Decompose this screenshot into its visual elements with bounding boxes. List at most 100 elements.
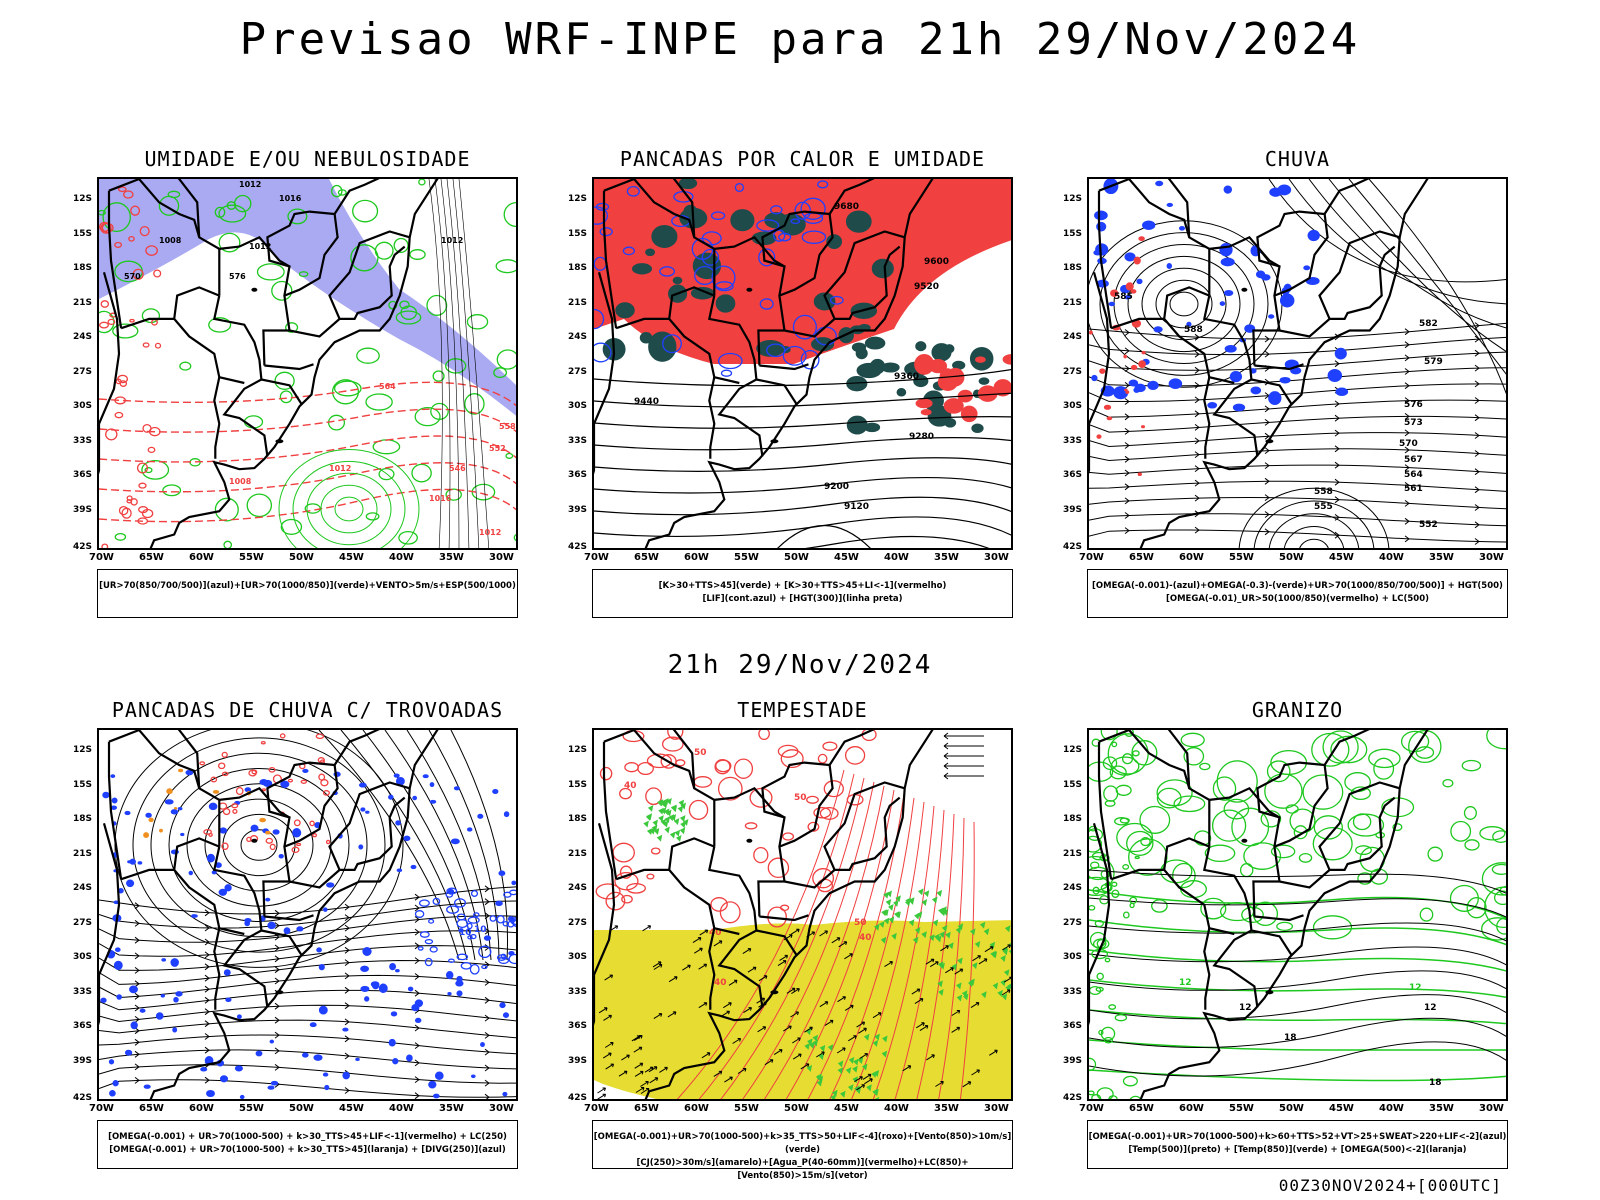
wind-area xyxy=(664,826,670,834)
divergence-area xyxy=(470,1074,476,1079)
divergence-area xyxy=(498,870,506,876)
lat-tick-label: 21S xyxy=(1063,848,1083,859)
arrowhead xyxy=(484,927,490,935)
heat-humid-area xyxy=(871,258,894,279)
storm-area xyxy=(322,790,330,796)
arrowhead xyxy=(414,942,420,950)
state-border xyxy=(759,914,809,922)
lon-tick-label: 55W xyxy=(239,1103,264,1114)
contour-label: 9280 xyxy=(909,432,934,442)
thickness-line xyxy=(117,374,129,384)
storm-orange xyxy=(212,789,220,794)
arrowhead xyxy=(344,1087,350,1094)
wind-vector xyxy=(653,1013,663,1020)
divergence-area xyxy=(265,897,271,902)
instability-area xyxy=(944,375,956,385)
height-contour xyxy=(594,437,1011,451)
state-border xyxy=(1163,286,1235,385)
wind-vector xyxy=(790,928,800,935)
thickness-line xyxy=(141,508,154,519)
temp850-contour xyxy=(1427,846,1443,862)
contour-label: 579 xyxy=(1424,357,1443,367)
wind-area xyxy=(882,1035,888,1043)
arrowhead xyxy=(1124,413,1130,421)
lc-contour xyxy=(763,785,885,1099)
wind-vector xyxy=(777,960,787,967)
temp850-contour xyxy=(1463,806,1477,820)
wind-area xyxy=(658,815,664,823)
lon-tick-label: 55W xyxy=(734,552,759,563)
thickness-line xyxy=(123,190,134,199)
temp850-contour xyxy=(1355,845,1372,856)
humid-contour xyxy=(464,393,485,415)
divergence-area xyxy=(492,788,499,795)
state-border xyxy=(668,286,740,385)
wind-area xyxy=(929,934,935,942)
omega-area xyxy=(1207,402,1218,409)
state-border xyxy=(107,190,123,329)
temp850-contour xyxy=(1134,855,1140,860)
lif-contour xyxy=(770,205,783,215)
divergence-area xyxy=(388,1038,396,1047)
arrowhead xyxy=(1474,397,1480,404)
state-border xyxy=(1202,846,1259,1008)
wind-area xyxy=(941,924,948,932)
humid-contour xyxy=(214,497,239,522)
thickness-line xyxy=(142,342,150,348)
omega-humid-area xyxy=(1138,236,1145,241)
lc-contour xyxy=(829,797,915,1099)
contour-label: 40 xyxy=(624,781,637,791)
arrowhead xyxy=(344,946,350,954)
wind-area xyxy=(837,1060,844,1068)
legend-line: [K>30+TTS>45](verde) + [K>30+TTS>45+LI<-… xyxy=(658,581,947,591)
wind-area xyxy=(819,1044,826,1052)
temp850-contour xyxy=(1096,972,1104,981)
omega-humid-area xyxy=(1124,388,1128,392)
arrowhead xyxy=(1334,360,1340,368)
arrowhead xyxy=(484,979,490,986)
storm-area xyxy=(291,846,300,854)
divergence-area xyxy=(126,879,135,888)
omega-humid-area xyxy=(1130,289,1137,294)
wind-area xyxy=(893,899,899,907)
humid-contour xyxy=(333,380,362,397)
lif-contour xyxy=(662,334,682,354)
lon-tick-label: 50W xyxy=(289,1103,314,1114)
state-border xyxy=(219,235,291,268)
height-contour xyxy=(777,524,871,548)
water-contour xyxy=(619,865,633,879)
wind-area xyxy=(971,962,978,970)
wind-vector xyxy=(648,1066,658,1073)
wind-vector xyxy=(862,1073,872,1080)
temp850-contour xyxy=(1298,852,1313,863)
wind-vector xyxy=(800,1063,810,1070)
divergence-area xyxy=(448,958,455,963)
state-border xyxy=(1167,730,1191,789)
wind-vector xyxy=(652,961,662,968)
temp850-contour xyxy=(1330,735,1368,764)
state-border xyxy=(1097,741,1113,880)
contour-label: 1008 xyxy=(159,236,182,245)
lif-contour xyxy=(801,230,827,244)
wind-vector xyxy=(858,1027,867,1034)
streamline xyxy=(99,930,516,957)
temp850-contour xyxy=(1096,1087,1114,1099)
temp850-contour xyxy=(1089,1069,1506,1082)
arrowhead xyxy=(1474,504,1480,511)
state-border xyxy=(262,245,406,366)
storm-area xyxy=(260,740,266,745)
lat-tick-label: 39S xyxy=(1063,504,1083,515)
arrowhead xyxy=(134,1004,140,1012)
instability-area xyxy=(993,379,1011,397)
wind-area xyxy=(666,797,672,805)
streamline xyxy=(318,730,460,961)
lon-tick-label: 40W xyxy=(884,552,909,563)
humid-contour xyxy=(466,314,489,330)
heat-humid-area xyxy=(864,336,886,350)
temp850-contour xyxy=(1109,765,1127,780)
divergence-area xyxy=(112,1080,119,1087)
omega-humid-area xyxy=(1130,364,1138,371)
arrowhead xyxy=(1124,483,1130,491)
divergence-area xyxy=(393,773,400,778)
lif-contour xyxy=(773,229,786,242)
